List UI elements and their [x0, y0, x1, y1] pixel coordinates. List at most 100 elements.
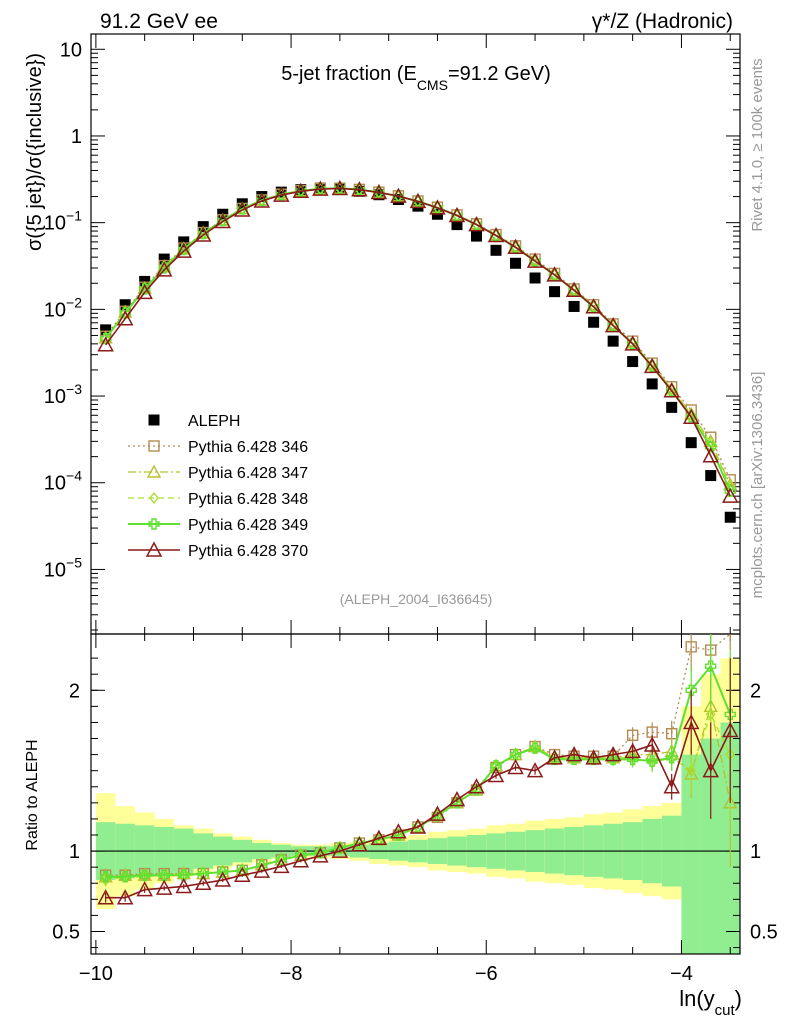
data-point	[175, 242, 192, 258]
y-tick-base: 10	[44, 559, 66, 581]
ratio-point	[292, 852, 310, 868]
legend-item: Pythia 6.428 348	[128, 491, 308, 508]
ratio-point	[429, 805, 446, 821]
x-tick-label: −8	[280, 963, 303, 985]
header-left: 91.2 GeV ee	[100, 10, 218, 33]
data-point	[705, 470, 717, 482]
data-point	[155, 261, 173, 277]
data-point	[470, 230, 482, 242]
data-point	[99, 332, 112, 345]
data-point	[487, 226, 505, 243]
ratio-point	[509, 748, 522, 761]
ratio-point	[390, 823, 407, 839]
ratio-point	[97, 889, 114, 905]
x-axis-label: ln(ycut)	[679, 986, 742, 1019]
data-point	[292, 182, 310, 199]
ratio-point	[351, 836, 368, 852]
series-pythia-6-428-348	[100, 182, 736, 887]
uncertainty-band-inner	[681, 754, 701, 954]
legend-label: Pythia 6.428 348	[188, 491, 308, 508]
data-point	[138, 283, 151, 295]
ratio-point	[643, 736, 661, 752]
data-point	[549, 286, 561, 298]
chart-title: 5-jet fraction (ECMS=91.2 GeV)	[281, 63, 551, 93]
data-point	[256, 191, 268, 203]
ratio-bands	[95, 658, 740, 954]
ratio-point	[275, 854, 288, 866]
series-line-ratio	[105, 633, 731, 876]
legend-marker	[148, 440, 160, 452]
data-point	[585, 298, 602, 314]
legend-label: Pythia 6.428 370	[188, 543, 308, 560]
legend-marker	[145, 541, 163, 557]
legend-label: ALEPH	[188, 413, 240, 430]
data-point	[507, 238, 524, 255]
data-point	[682, 408, 700, 424]
data-point	[568, 300, 580, 312]
ratio-tick-label-left: 0.5	[52, 921, 80, 943]
ratio-point	[526, 762, 544, 778]
data-point	[370, 183, 388, 200]
y-tick-base: 1	[71, 126, 82, 148]
ratio-point	[175, 877, 192, 894]
data-point	[451, 219, 463, 231]
rivet-version-text: Rivet 4.1.0, ≥ 100k events	[749, 58, 766, 231]
ratio-point	[487, 766, 505, 783]
ratio-point	[646, 755, 658, 767]
data-point	[312, 180, 329, 196]
mcplots-text: mcplots.cern.ch [arXiv:1306.3436]	[749, 372, 766, 599]
legend-item: Pythia 6.428 346	[128, 439, 308, 456]
ratio-point	[604, 746, 622, 762]
ratio-point	[138, 869, 151, 881]
y-tick-label: 1	[71, 126, 82, 148]
data-point	[275, 186, 287, 198]
legend-label: Pythia 6.428 346	[188, 439, 308, 456]
legend-item: Pythia 6.428 347	[128, 464, 308, 482]
data-point	[295, 184, 307, 196]
ratio-point	[685, 684, 697, 696]
ratio-point	[273, 857, 290, 874]
ratio-point	[331, 842, 349, 858]
legend-marker	[146, 464, 162, 478]
ratio-point	[686, 764, 697, 777]
data-point	[643, 357, 661, 374]
data-point	[604, 316, 622, 333]
data-point	[351, 181, 368, 197]
ratio-point	[234, 866, 251, 882]
data-point	[119, 307, 131, 319]
header-right: γ*/Z (Hadronic)	[592, 10, 733, 33]
data-point	[607, 335, 619, 347]
data-point	[627, 356, 639, 368]
ratio-point	[705, 660, 717, 672]
y-tick-label: 10−5	[44, 554, 82, 581]
ratio-tick-label-right: 0.5	[750, 921, 778, 943]
y-tick-exp: −2	[66, 294, 82, 310]
data-point	[510, 257, 522, 269]
data-point	[468, 216, 485, 232]
data-point	[373, 189, 385, 201]
legend-marker	[148, 414, 160, 426]
data-point	[273, 186, 290, 202]
series-pythia-6-428-370	[97, 179, 739, 905]
legend: ALEPH Pythia 6.428 346 Pythia 6.428 347 Pyt…	[128, 413, 308, 560]
ratio-point	[370, 829, 388, 845]
ratio-y-axis-label: Ratio to ALEPH	[24, 739, 41, 850]
xlabel-main: ln(y	[679, 986, 714, 1011]
data-point	[565, 281, 583, 298]
data-point	[529, 272, 541, 284]
ratio-point	[155, 879, 173, 895]
ratio-point	[158, 869, 170, 881]
data-point	[526, 252, 544, 268]
data-point	[100, 324, 112, 336]
ratio-point	[546, 749, 563, 765]
legend-marker	[148, 518, 160, 530]
data-point	[234, 201, 251, 217]
ratio-point	[507, 758, 524, 775]
ratio-point	[194, 874, 212, 890]
y-tick-label: 10−2	[44, 294, 82, 321]
data-point	[97, 336, 114, 352]
ratio-tick-label-right: 1	[750, 841, 761, 863]
ratio-point	[626, 729, 639, 742]
data-point	[214, 212, 232, 229]
